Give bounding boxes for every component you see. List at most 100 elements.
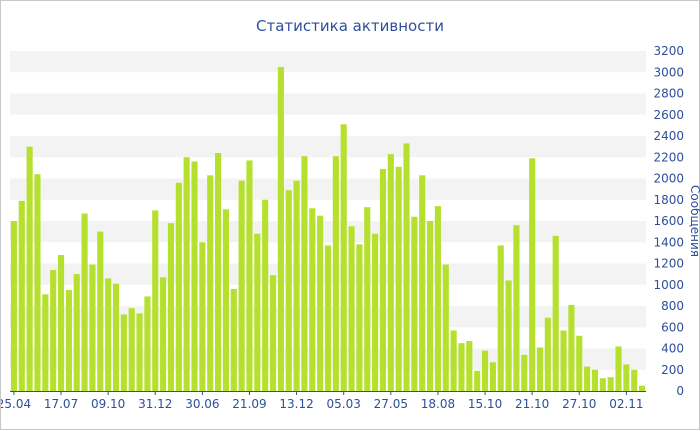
bar bbox=[434, 206, 441, 391]
bar bbox=[301, 156, 308, 391]
bar bbox=[120, 314, 127, 391]
bar bbox=[42, 294, 49, 391]
bar bbox=[591, 369, 599, 391]
bar bbox=[340, 124, 347, 391]
x-tick-label: 30.06 bbox=[185, 397, 219, 411]
y-tick-label: 1000 bbox=[653, 278, 684, 292]
y-tick-label: 2400 bbox=[653, 129, 684, 143]
bar bbox=[191, 161, 198, 391]
grid-band bbox=[10, 136, 646, 158]
bar bbox=[411, 216, 418, 391]
bar bbox=[356, 244, 363, 392]
bar bbox=[584, 366, 591, 391]
bar bbox=[379, 168, 387, 391]
bar bbox=[309, 208, 316, 391]
bar bbox=[183, 157, 190, 391]
bar bbox=[215, 153, 222, 391]
y-tick-label: 400 bbox=[661, 342, 684, 356]
bar bbox=[207, 175, 214, 391]
x-tick-label: 21.09 bbox=[232, 397, 266, 411]
bar bbox=[160, 277, 167, 391]
bar bbox=[552, 235, 559, 392]
bar bbox=[81, 213, 88, 391]
y-tick-label: 0 bbox=[676, 384, 684, 398]
bar bbox=[18, 200, 25, 391]
bar bbox=[623, 364, 630, 391]
bar bbox=[615, 346, 622, 392]
bar bbox=[136, 313, 143, 391]
bar bbox=[427, 221, 434, 391]
bar bbox=[293, 180, 300, 392]
bar bbox=[112, 283, 120, 391]
bar bbox=[10, 221, 17, 391]
x-tick-label: 31.12 bbox=[138, 397, 172, 411]
y-tick-label: 600 bbox=[661, 320, 684, 334]
x-tick-label: 21.10 bbox=[515, 397, 549, 411]
y-tick-label: 2600 bbox=[653, 108, 684, 122]
bar bbox=[277, 66, 284, 391]
bar bbox=[474, 370, 481, 391]
bar bbox=[631, 369, 638, 391]
bar bbox=[364, 207, 371, 391]
y-tick-label: 200 bbox=[661, 363, 684, 377]
bar bbox=[529, 158, 536, 391]
x-tick-label: 27.05 bbox=[374, 397, 408, 411]
x-tick-label: 13.12 bbox=[279, 397, 313, 411]
bar bbox=[576, 335, 583, 391]
x-tick-label: 15.10 bbox=[468, 397, 502, 411]
bar bbox=[65, 290, 72, 391]
bar bbox=[639, 385, 646, 391]
bar bbox=[324, 245, 332, 391]
bar bbox=[505, 280, 512, 391]
y-tick-label: 2200 bbox=[653, 150, 684, 164]
bar bbox=[419, 175, 426, 391]
y-tick-label: 2800 bbox=[653, 87, 684, 101]
x-tick-label: 02.11 bbox=[609, 397, 643, 411]
grid-band bbox=[10, 221, 646, 243]
bar bbox=[450, 330, 457, 391]
y-tick-label: 1800 bbox=[653, 193, 684, 207]
bar bbox=[199, 242, 206, 391]
y-tick-label: 2000 bbox=[653, 172, 684, 186]
bar bbox=[73, 274, 80, 392]
x-tick-label: 18.08 bbox=[421, 397, 455, 411]
bar bbox=[544, 317, 551, 391]
bar bbox=[560, 330, 567, 391]
bar bbox=[466, 341, 473, 391]
bar bbox=[481, 350, 489, 392]
y-tick-label: 1200 bbox=[653, 257, 684, 271]
bar bbox=[246, 160, 253, 391]
bar bbox=[26, 146, 33, 392]
bar bbox=[568, 304, 575, 391]
bar bbox=[269, 275, 277, 391]
bar bbox=[97, 231, 104, 392]
bar bbox=[262, 199, 269, 391]
y-tick-label: 3000 bbox=[653, 65, 684, 79]
bar bbox=[222, 209, 229, 391]
bar bbox=[238, 180, 245, 392]
x-axis-ticks: 25.04 17.07 09.10 31.12 30.06 21.09 13.12 05.03… bbox=[1, 391, 644, 411]
y-tick-label: 1600 bbox=[653, 214, 684, 228]
bar bbox=[599, 378, 606, 391]
y-tick-label: 3200 bbox=[653, 44, 684, 58]
bar bbox=[175, 182, 182, 391]
x-tick-label: 05.03 bbox=[327, 397, 361, 411]
bar bbox=[144, 296, 151, 391]
bar bbox=[348, 226, 355, 391]
y-axis-label: Сообщения bbox=[688, 185, 700, 257]
bar bbox=[521, 354, 528, 392]
x-tick-label: 17.07 bbox=[44, 397, 78, 411]
bar bbox=[536, 347, 544, 391]
bar bbox=[89, 264, 96, 391]
bar bbox=[372, 233, 379, 391]
bar bbox=[152, 210, 159, 392]
bar bbox=[403, 143, 410, 391]
bar bbox=[458, 343, 465, 391]
bar bbox=[50, 269, 57, 392]
x-tick-label: 27.10 bbox=[562, 397, 596, 411]
bar bbox=[34, 174, 41, 391]
bar bbox=[128, 308, 135, 392]
bar bbox=[317, 215, 324, 391]
